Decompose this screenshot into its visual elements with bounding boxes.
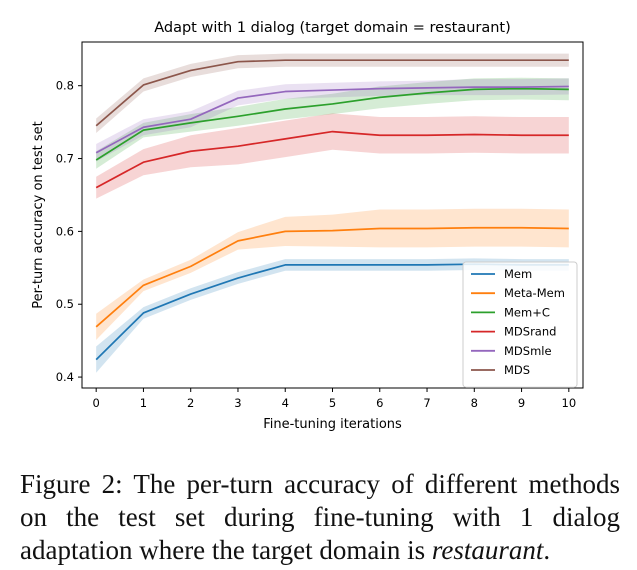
- x-tick-label: 3: [234, 396, 241, 410]
- confidence-band-meta-mem: [96, 208, 569, 340]
- x-axis-label: Fine-tuning iterations: [263, 417, 402, 432]
- caption-text: The per-turn accuracy of different metho…: [20, 469, 621, 565]
- confidence-band-mem-c: [96, 77, 569, 169]
- x-tick-label: 2: [187, 396, 194, 410]
- x-tick-label: 6: [376, 396, 383, 410]
- series-line-mdsmle: [95, 85, 569, 154]
- legend-label-mds: MDS: [504, 363, 530, 377]
- caption-emphasis: restaurant: [431, 535, 544, 565]
- y-tick-label: 0.7: [56, 152, 74, 166]
- legend-label-mdsmle: MDSmle: [504, 344, 552, 358]
- chart-title: Adapt with 1 dialog (target domain = res…: [154, 20, 511, 36]
- legend-label-meta-mem: Meta-Mem: [504, 286, 565, 300]
- caption-label: Figure 2:: [20, 469, 123, 499]
- series-line-meta-mem: [95, 226, 569, 328]
- x-tick-label: 10: [562, 396, 577, 410]
- x-tick-label: 8: [471, 396, 478, 410]
- line-chart: Adapt with 1 dialog (target domain = res…: [31, 20, 584, 432]
- caption-end: .: [543, 535, 551, 565]
- chart: Adapt with 1 dialog (target domain = res…: [31, 20, 584, 432]
- y-tick-label: 0.6: [56, 224, 74, 238]
- series-line-mem-c: [95, 87, 569, 161]
- y-tick-label: 0.5: [56, 297, 74, 311]
- legend-label-mem-c: Mem+C: [504, 305, 550, 319]
- x-tick-label: 0: [93, 396, 100, 410]
- y-tick-label: 0.4: [56, 370, 74, 384]
- x-tick-label: 7: [423, 396, 430, 410]
- confidence-band-mds: [96, 53, 569, 134]
- y-tick-label: 0.8: [56, 79, 74, 93]
- legend-label-mdsrand: MDSrand: [504, 325, 556, 339]
- x-tick-label: 1: [140, 396, 147, 410]
- series-line-mdsrand: [95, 130, 569, 189]
- x-tick-label: 5: [329, 396, 336, 410]
- series-line-mds: [95, 59, 569, 127]
- legend-label-mem: Mem: [504, 267, 532, 281]
- x-tick-label: 9: [518, 396, 525, 410]
- y-axis-label: Per-turn accuracy on test set: [31, 121, 46, 308]
- confidence-band-mem: [96, 258, 569, 373]
- x-tick-label: 4: [282, 396, 289, 410]
- figure-caption: Figure 2: The per-turn accuracy of diffe…: [20, 468, 620, 567]
